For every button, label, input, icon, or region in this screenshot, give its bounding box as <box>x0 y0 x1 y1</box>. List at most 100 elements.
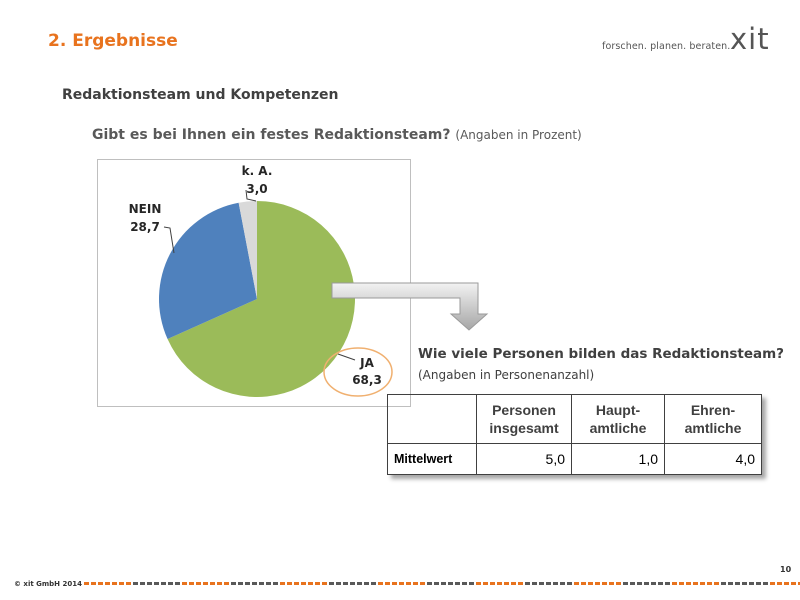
footer-dash <box>476 582 481 585</box>
pie-label-category: k. A. <box>242 164 273 178</box>
footer-dash <box>770 582 775 585</box>
footer-dash <box>644 582 649 585</box>
slide-subtitle: Redaktionsteam und Kompetenzen <box>62 87 339 103</box>
xit-logo: xit <box>730 22 770 56</box>
cell-fulltime: 1,0 <box>571 443 665 475</box>
footer-dash <box>588 582 593 585</box>
footer-dash <box>686 582 691 585</box>
footer-dash <box>763 582 768 585</box>
footer-dash <box>273 582 278 585</box>
team-size-table: Personen insgesamt Haupt- amtliche Ehren… <box>387 394 762 475</box>
footer-dash <box>623 582 628 585</box>
footer-dash <box>616 582 621 585</box>
header-line: amtliche <box>684 420 742 436</box>
pie-leader-lines <box>163 189 356 361</box>
footer-dash <box>343 582 348 585</box>
footer-dash <box>756 582 761 585</box>
footer-dash <box>518 582 523 585</box>
footer-dash <box>574 582 579 585</box>
footer-dash <box>301 582 306 585</box>
footer-dash <box>98 582 103 585</box>
pie-label-value: 28,7 <box>130 220 160 234</box>
footer-dash <box>784 582 789 585</box>
footer-dash <box>651 582 656 585</box>
footer-dash <box>798 582 800 585</box>
footer-dash <box>238 582 243 585</box>
leader-line <box>337 353 356 361</box>
pie-slice-ja <box>167 201 355 397</box>
footer-dash <box>336 582 341 585</box>
question-1-note: (Angaben in Prozent) <box>455 128 582 142</box>
footer-dash-line <box>84 582 800 585</box>
footer-dash <box>581 582 586 585</box>
footer-dash <box>224 582 229 585</box>
footer-dash <box>560 582 565 585</box>
footer-dash <box>546 582 551 585</box>
header-line: Personen <box>492 402 556 418</box>
footer-dash <box>728 582 733 585</box>
footer-dash <box>462 582 467 585</box>
footer-dash <box>308 582 313 585</box>
footer-dash <box>427 582 432 585</box>
footer-dash <box>217 582 222 585</box>
footer-dash <box>553 582 558 585</box>
cell-persons-total: 5,0 <box>476 443 572 475</box>
table-header-row: Personen insgesamt Haupt- amtliche Ehren… <box>387 394 762 444</box>
footer-dash <box>742 582 747 585</box>
pie-label-value: 68,3 <box>352 373 382 387</box>
footer-dash <box>539 582 544 585</box>
footer-dash <box>490 582 495 585</box>
footer-dash <box>777 582 782 585</box>
footer-dash <box>168 582 173 585</box>
footer-dash <box>602 582 607 585</box>
footer-dash <box>119 582 124 585</box>
footer-dash <box>749 582 754 585</box>
pie-slices <box>158 201 355 397</box>
footer-dash <box>322 582 327 585</box>
footer-dash <box>413 582 418 585</box>
footer-dash <box>665 582 670 585</box>
footer-dash <box>630 582 635 585</box>
question-1: Gibt es bei Ihnen ein festes Redaktionst… <box>92 127 582 143</box>
footer-dash <box>525 582 530 585</box>
footer-dash <box>154 582 159 585</box>
footer-dash <box>385 582 390 585</box>
ja-highlight-ellipse <box>323 347 393 397</box>
footer-dash <box>567 582 572 585</box>
footer-dash <box>658 582 663 585</box>
footer-dash <box>112 582 117 585</box>
footer-dash <box>637 582 642 585</box>
footer-dash <box>245 582 250 585</box>
table-header-empty <box>387 394 477 444</box>
footer-dash <box>700 582 705 585</box>
footer-dash <box>469 582 474 585</box>
footer-dash <box>693 582 698 585</box>
footer-dash <box>280 582 285 585</box>
pie-labels: JA 68,3 NEIN 28,7 k. A. 3,0 <box>129 164 382 387</box>
row-label-mittelwert: Mittelwert <box>387 443 477 475</box>
footer-dash <box>532 582 537 585</box>
footer-dash <box>497 582 502 585</box>
footer-dash <box>266 582 271 585</box>
page-number: 10 <box>780 565 792 574</box>
footer-dash <box>126 582 131 585</box>
footer-dash <box>189 582 194 585</box>
footer-dash <box>315 582 320 585</box>
footer-dash <box>196 582 201 585</box>
footer-dash <box>182 582 187 585</box>
footer-dash <box>147 582 152 585</box>
footer-dash <box>259 582 264 585</box>
section-title: 2. Ergebnisse <box>48 31 178 51</box>
footer-dash <box>133 582 138 585</box>
footer-dash <box>287 582 292 585</box>
footer-dash <box>448 582 453 585</box>
footer-dash <box>483 582 488 585</box>
footer-dash <box>609 582 614 585</box>
footer-dash <box>791 582 796 585</box>
footer-dash <box>350 582 355 585</box>
header-line: Ehren- <box>690 402 736 418</box>
footer-dash <box>511 582 516 585</box>
pie-slice-k-a <box>238 201 257 299</box>
header-line: amtliche <box>589 420 647 436</box>
